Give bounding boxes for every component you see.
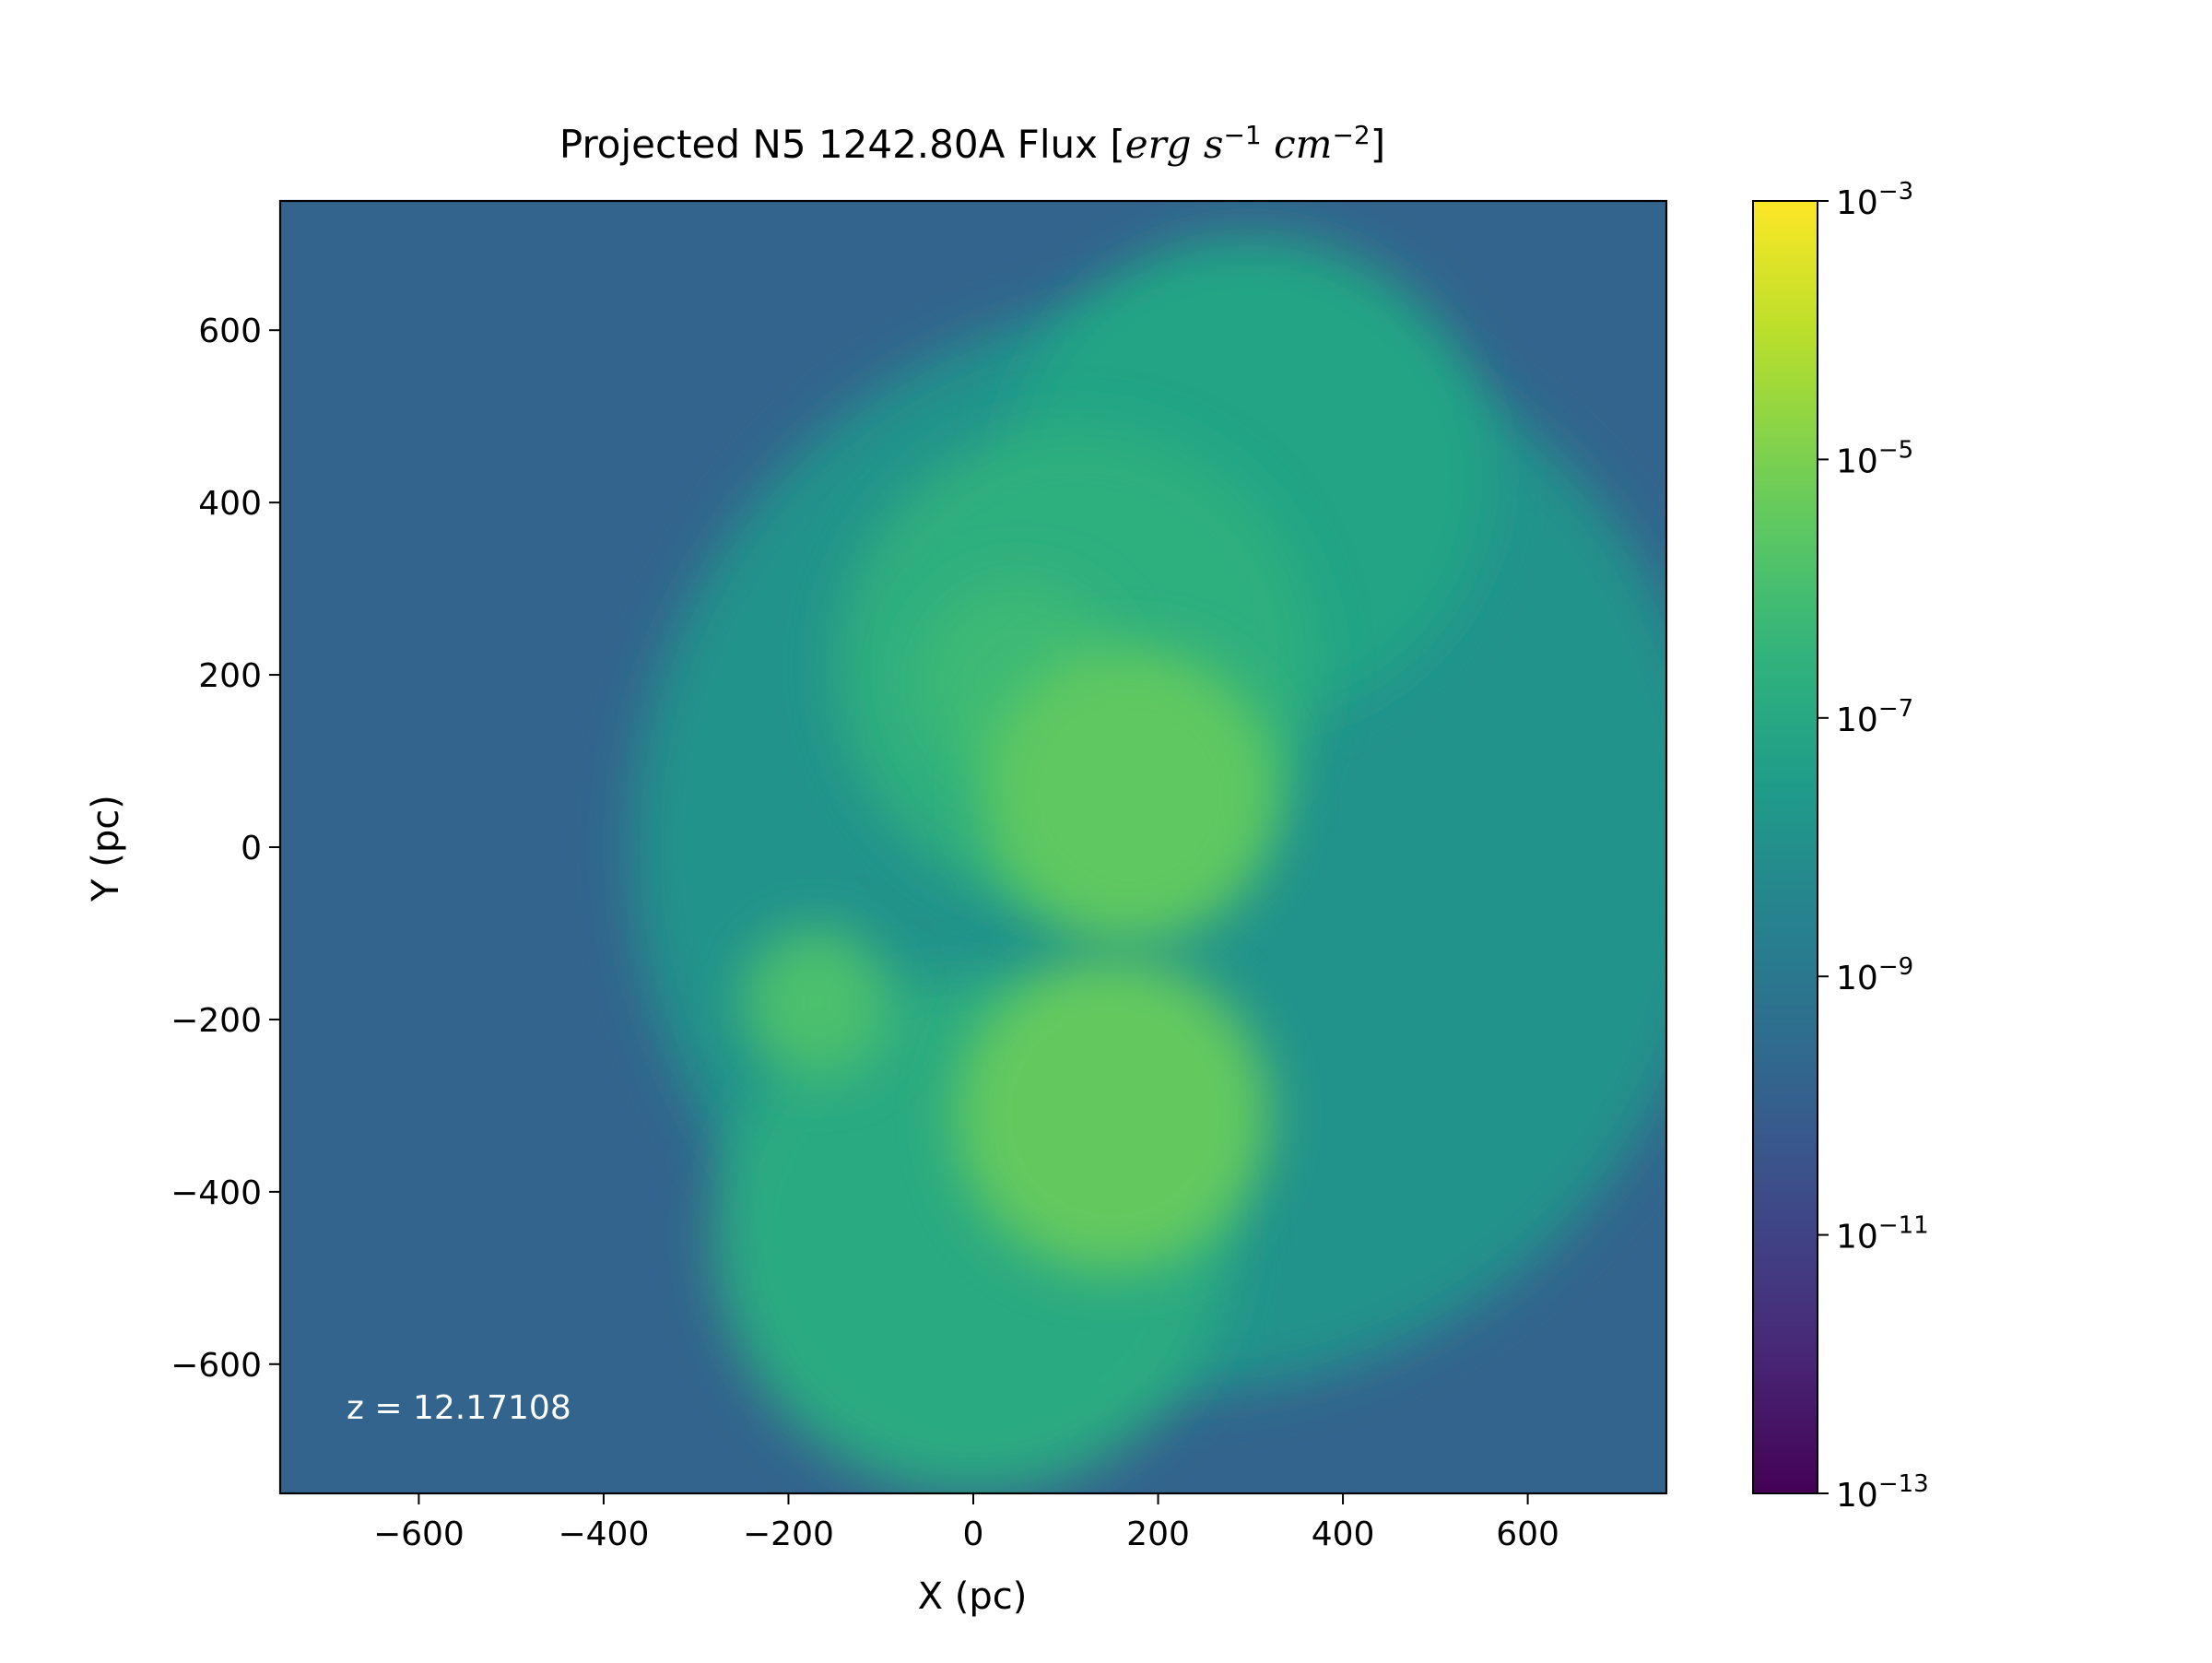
- x-tick-label: 0: [963, 1516, 984, 1553]
- colorbar-tick-label: 10−11: [1836, 1212, 1929, 1256]
- colorbar-gradient: [1753, 201, 1818, 1493]
- colorbar-tick-label: 10−5: [1836, 436, 1913, 480]
- x-tick-label: 600: [1496, 1516, 1559, 1553]
- chart-title-text: Projected N5 1242.80A Flux: [559, 122, 1098, 167]
- heatmap-region-southern-blob: [954, 957, 1269, 1272]
- colorbar-tick-label: 10−7: [1836, 695, 1913, 739]
- y-tick-label: 400: [198, 485, 262, 523]
- y-axis-label: Y (pc): [85, 795, 127, 902]
- y-tick-label: 600: [198, 313, 262, 350]
- x-tick-label: 400: [1312, 1516, 1375, 1553]
- colorbar-tick-label: 10−3: [1836, 178, 1913, 222]
- heatmap-region-central-blob: [982, 647, 1278, 944]
- y-tick-label: −200: [171, 1002, 262, 1040]
- x-tick-label: −600: [373, 1516, 465, 1553]
- colorbar-tick-label: 10−13: [1836, 1470, 1929, 1515]
- y-tick-label: 200: [198, 657, 262, 695]
- colorbar-frame: [1752, 200, 1818, 1494]
- y-tick-label: 0: [241, 830, 262, 867]
- colorbar-tick-label: 10−9: [1836, 953, 1913, 997]
- x-tick-label: −400: [558, 1516, 649, 1553]
- y-tick-label: −400: [171, 1174, 262, 1212]
- redshift-annotation: z = 12.17108: [347, 1389, 571, 1427]
- heatmap-region-west-lobe: [742, 928, 890, 1077]
- x-tick-label: 200: [1126, 1516, 1190, 1553]
- y-tick-label: −600: [171, 1347, 262, 1385]
- x-axis-label: X (pc): [917, 1575, 1028, 1618]
- x-tick-label: −200: [743, 1516, 834, 1553]
- chart-title: Projected N5 1242.80A Flux [erg s−1 cm−2…: [281, 120, 1664, 167]
- chart-title-units: [erg s−1 cm−2]: [1110, 120, 1386, 167]
